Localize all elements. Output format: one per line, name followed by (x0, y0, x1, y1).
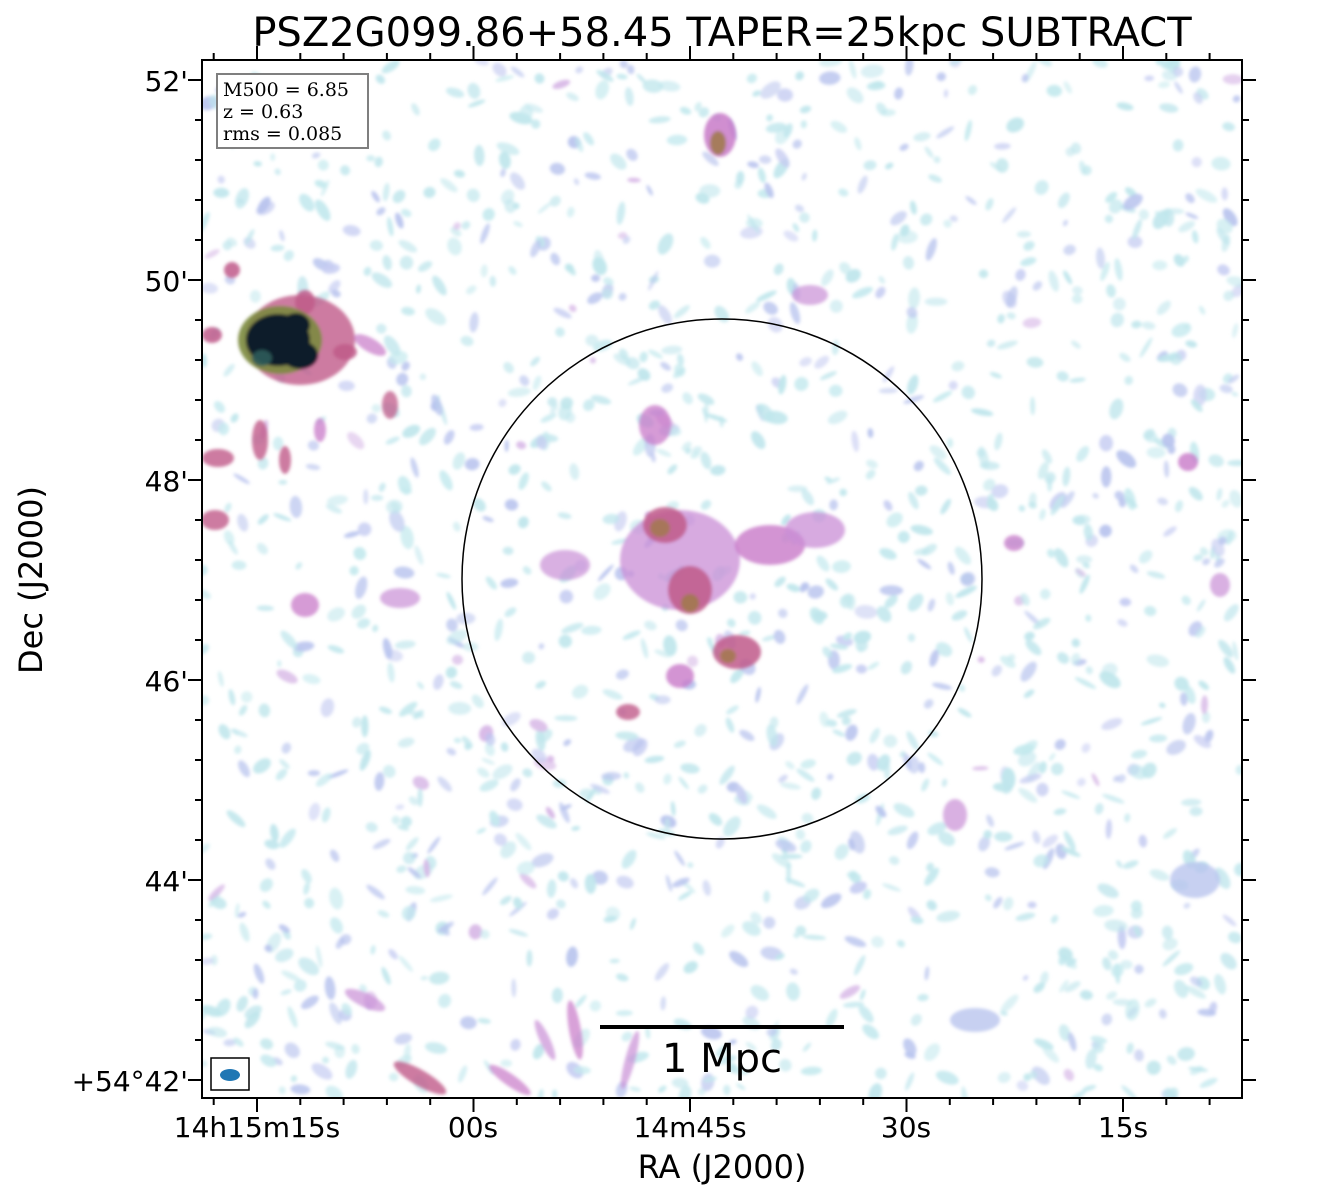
redshift-label: z = 0.63 (223, 101, 303, 123)
dec-tick-label: +54°42' (72, 1065, 188, 1098)
plot-frame (201, 59, 1243, 1099)
mass-label: M500 = 6.85 (223, 79, 349, 101)
info-box: M500 = 6.85 z = 0.63 rms = 0.085 (216, 73, 369, 149)
ra-tick-label: 14h15m15s (174, 1111, 341, 1144)
beam-ellipse-icon (220, 1069, 240, 1081)
ra-tick-label: 15s (1098, 1111, 1148, 1144)
noise-field (202, 60, 1242, 1098)
ra-tick-label: 00s (448, 1111, 498, 1144)
dec-tick-label: 44' (145, 865, 188, 898)
dec-tick-label: 52' (145, 65, 188, 98)
rms-label: rms = 0.085 (223, 123, 342, 145)
dec-tick-label: 48' (145, 465, 188, 498)
ra-tick-labels: 14h15m15s 00s 14m45s 30s 15s (174, 1111, 1148, 1144)
y-axis-label: Dec (J2000) (12, 486, 50, 674)
plot-title: PSZ2G099.86+58.45 TAPER=25kpc SUBTRACT (252, 10, 1192, 56)
x-axis-label: RA (J2000) (638, 1148, 807, 1186)
ra-tick-label: 30s (881, 1111, 931, 1144)
ra-tick-label: 14m45s (633, 1111, 746, 1144)
scale-bar-label: 1 Mpc (662, 1036, 782, 1082)
cluster-emission (202, 113, 1230, 1096)
scale-bar: 1 Mpc (600, 1025, 844, 1082)
dec-tick-labels: +54°42' 44' 46' 48' 50' 52' (72, 65, 188, 1098)
dec-tick-label: 50' (145, 265, 188, 298)
r500-circle (461, 318, 983, 840)
dec-tick-label: 46' (145, 665, 188, 698)
axis-ticks (188, 46, 1256, 1112)
beam-indicator (210, 1057, 250, 1091)
